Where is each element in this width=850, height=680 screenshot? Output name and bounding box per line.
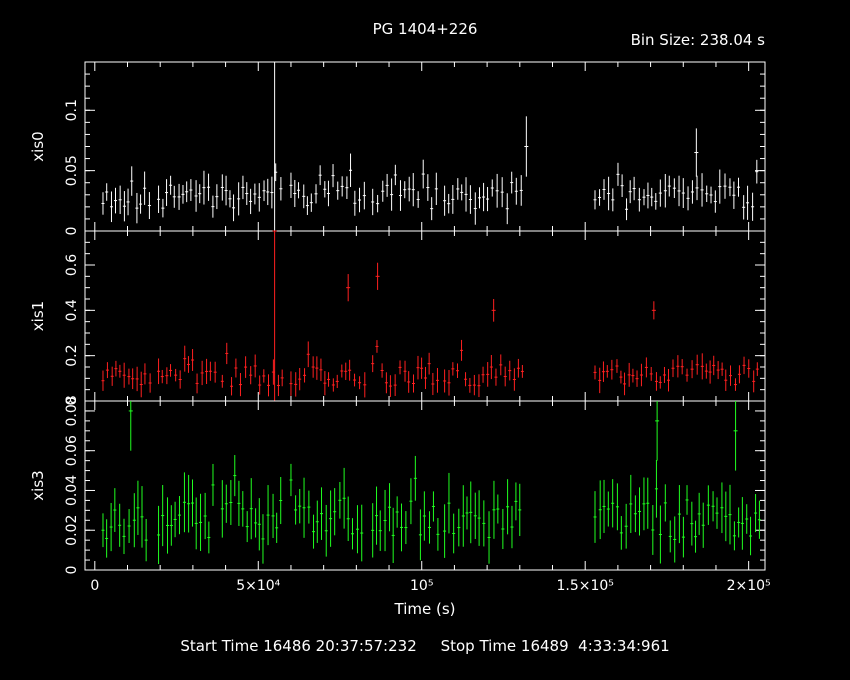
y-axis-label-xis1: xis1 [29, 301, 47, 331]
y-tick-label: 0.04 [64, 475, 80, 506]
x-tick-label: 10⁵ [410, 578, 433, 594]
bin-size-label: Bin Size: 238.04 s [631, 31, 766, 49]
y-tick-label: 0.02 [64, 515, 80, 546]
panel-xis1: 0.2 0.4 0.6 0 xis1 [29, 230, 766, 406]
y-tick-label: 0.1 [64, 99, 80, 121]
y-tick-label: 0.6 [64, 254, 80, 276]
x-tick-label: 5×10⁴ [236, 578, 280, 594]
x-tick-label: 0 [90, 578, 99, 594]
y-axis-label-xis3: xis3 [29, 470, 47, 500]
y-axis-label-xis0: xis0 [29, 131, 47, 161]
x-tick-label: 1.5×10⁵ [556, 578, 613, 594]
chart-title: PG 1404+226 [373, 20, 478, 38]
y-tick-label: 0.05 [64, 155, 80, 186]
y-tick-label: 0.08 [64, 395, 80, 426]
y-tick-label: 0.2 [64, 345, 80, 367]
panel-xis3: 0 0.02 0.04 0.06 0.08 xis3 [29, 395, 766, 575]
panels: 00.050.1xis00.20.40.60xis100.020.040.060… [29, 61, 771, 594]
panel-frame [84, 61, 766, 232]
y-tick-label: 0 [64, 397, 80, 406]
x-axis-label: Time (s) [394, 600, 456, 618]
footer-times: Start Time 16486 20:37:57:232 Stop Time … [180, 637, 669, 655]
panel-xis0: 0 0.05 0.1 xis0 [29, 61, 766, 236]
y-tick-label: 0.06 [64, 435, 80, 466]
y-tick-label: 0 [64, 566, 80, 575]
y-tick-label: 0 [64, 227, 80, 236]
panel-frame [84, 400, 766, 571]
y-tick-label: 0.4 [64, 299, 80, 321]
x-tick-label: 2×10⁵ [727, 578, 771, 594]
